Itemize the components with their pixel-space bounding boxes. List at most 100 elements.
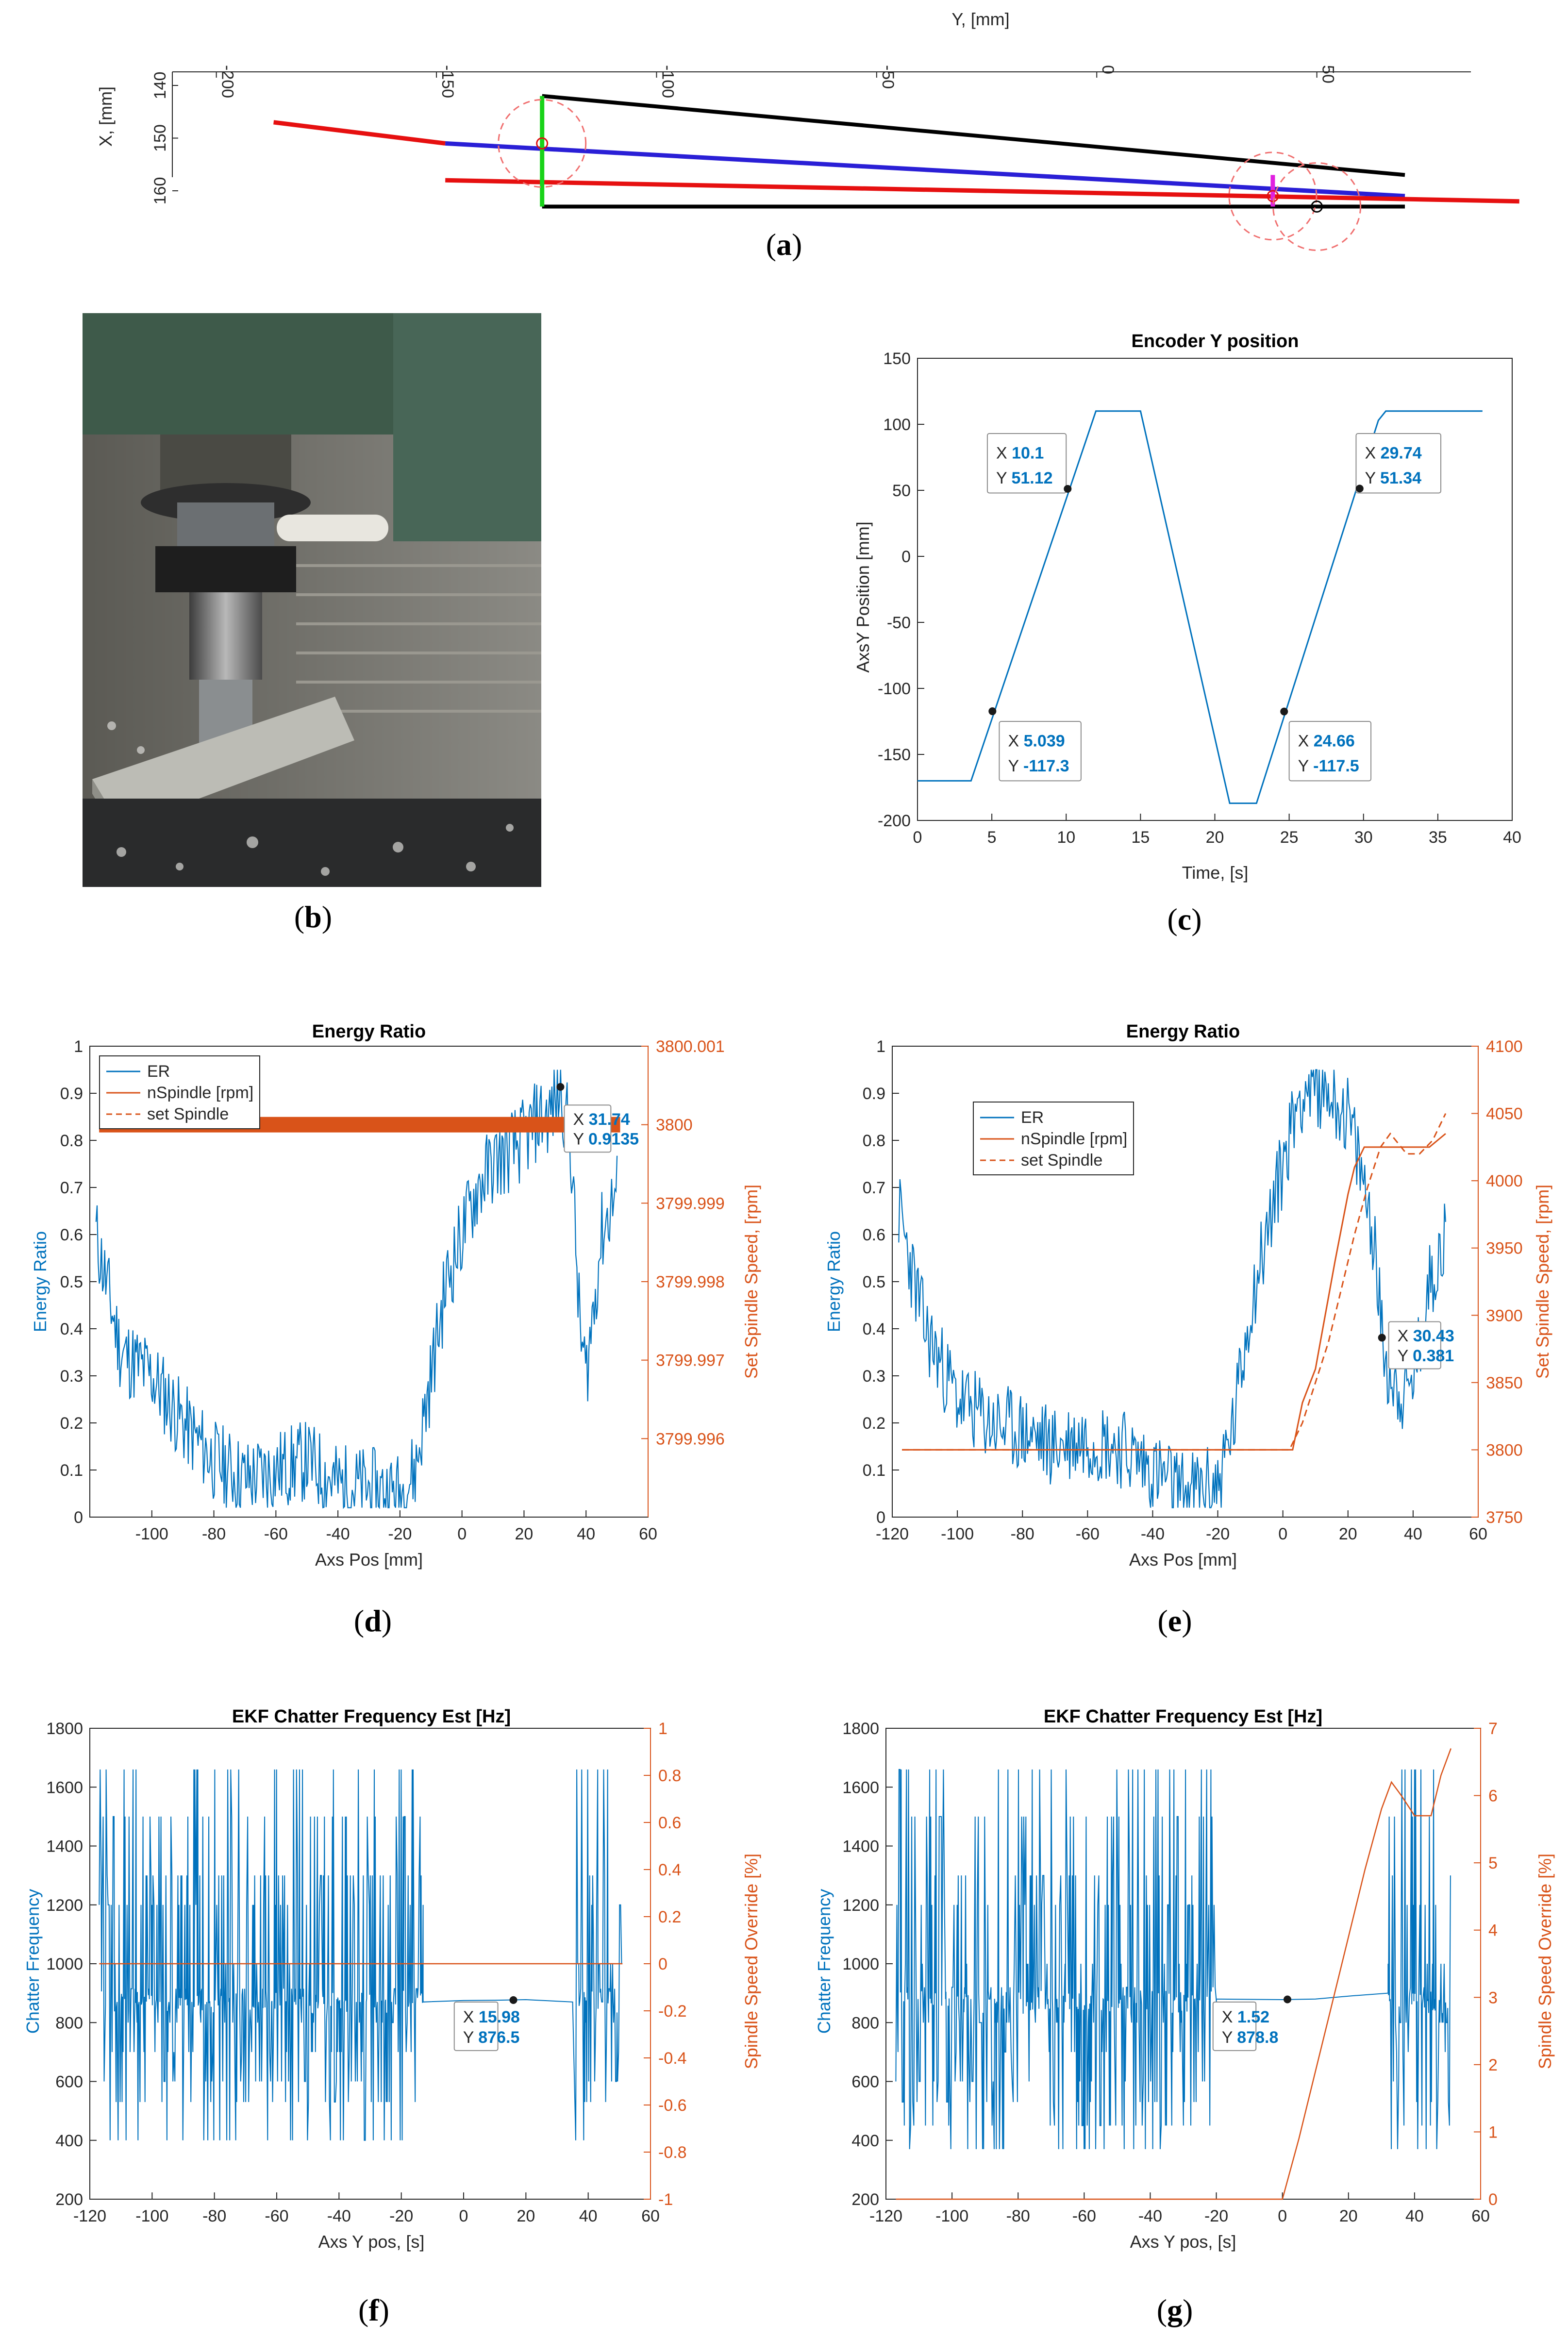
panel-d-legend-label: nSpindle [rpm] [147,1084,253,1102]
panel-c-chart: Encoder Y position 0 5 10 15 20 25 30 35 40 -200 -… [853,331,1521,936]
panel-d-y-tick-label: 0.3 [60,1367,83,1386]
panel-c-datatip-marker [988,707,997,716]
caption-g: (g) [1157,2293,1193,2327]
panel-g-x-tick-label: -20 [1204,2207,1228,2225]
panel-d-er-line [95,1069,618,1509]
panel-f-x-axis-label: Axs Y pos, [s] [318,2232,425,2252]
panel-e-spindle-actual-line [902,1133,1446,1451]
panel-c-datatip-y: Y -117.5 [1298,757,1359,775]
panel-c-x-tick-label: 35 [1429,828,1447,847]
panel-d-right-axis-label: Set Spindle Speed, [rpm] [741,1185,761,1379]
panel-c-x-tick-label: 25 [1280,828,1299,847]
panel-e-right-axis-label: Set Spindle Speed, [rpm] [1533,1185,1552,1379]
panel-g-y-tick-label: 1600 [842,1778,879,1797]
panel-d-x-tick-label: 40 [577,1525,595,1543]
panel-f-x-tick-label: -100 [135,2207,168,2225]
panel-e-x-tick-label: 0 [1278,1525,1287,1543]
panel-c-datatip-x: X 29.74 [1365,444,1421,462]
panel-f-y-tick-label: 200 [55,2190,83,2209]
panel-f-chart: EKF Chatter Frequency Est [Hz] -120 -100-… [23,1706,761,2327]
panel-d-y-tick-label: 1 [74,1037,83,1056]
caption-d: (d) [354,1604,392,1638]
caption-b-wrapper: (b) [294,900,332,934]
panel-e-datatip-box [1388,1321,1441,1370]
panel-e-y-tick-label: 1 [876,1037,885,1056]
panel-c-datatip-marker [1280,707,1288,716]
panel-e-x-tick-label: 60 [1469,1525,1487,1543]
panel-f-x-tick-label: -40 [327,2207,351,2225]
panel-e-right-tick-label: 3800 [1486,1441,1523,1459]
panel-g-x-tick-label: 0 [1278,2207,1287,2225]
panel-g-right-tick-label: 5 [1488,1854,1498,1872]
panel-f-axes: -120 -100 -80 -60 -40 -20 0 20 40 60 200 400 600 800 1… [46,1720,686,2225]
panel-d-right-tick-label: 3800 [656,1116,693,1135]
panel-g-plot [895,1748,1451,2200]
panel-e-y-axis-label: Energy Ratio [824,1231,844,1332]
panel-e-legend-label: ER [1021,1108,1044,1127]
panel-c-datatip-y: Y 51.34 [1365,469,1421,487]
panel-a-x-tick-label: -50 [879,65,897,89]
panel-e-datatip-marker [1378,1334,1386,1342]
panel-e-y-tick-label: 0.8 [863,1132,885,1150]
panel-c-y-tick-label: -150 [878,746,911,764]
panel-a-triangle-top [542,94,1405,177]
panel-d-axes: -100 -80 -60 -40 -20 0 20 40 60 0 0.1 0.2 0.3 0.4 0.5 0… [60,1037,725,1543]
panel-d-datatip-x: X 31.74 [573,1110,630,1129]
panel-c-y-axis-label: AxsY Position [mm] [853,521,873,672]
panel-c-datatip-y: Y 51.12 [996,469,1053,487]
caption-e: (e) [1157,1604,1192,1638]
panel-c-x-tick-label: 15 [1131,828,1150,847]
panel-c-y-tick-label: 50 [892,482,911,500]
panel-d-right-tick-label: 3799.996 [656,1430,725,1448]
panel-f-x-tick-label: 20 [517,2207,535,2225]
panel-e-axes: -120 -100 -80 -60 -40 -20 0 20 40 60 0 0.1 0.2 0.3 0.4… [863,1037,1523,1543]
panel-c-datatip-marker [1355,485,1364,493]
panel-c-datatip-box [999,721,1082,782]
panel-c-y-tick-label: 100 [883,416,911,434]
panel-d-right-tick-label: 3799.997 [656,1352,725,1370]
panel-g-right-tick-label: 4 [1488,1921,1498,1940]
panel-d-right-tick-label: 3799.999 [656,1194,725,1213]
panel-d-legend: ER nSpindle [rpm] set Spindle [99,1055,260,1129]
panel-f-y-tick-label: 1000 [46,1955,83,1973]
panel-d-x-tick-label: -60 [264,1525,288,1543]
panel-c-x-tick-label: 5 [987,828,997,847]
panel-f-right-axis-label: Spindle Speed Override [%] [741,1854,761,2069]
panel-c-plot [917,410,1483,804]
panel-c-x-axis-label: Time, [s] [1182,863,1249,883]
panel-f-datatip-y: Y 876.5 [463,2028,520,2047]
panel-f-right-tick-label: 0.2 [658,1908,681,1926]
panel-c-datatip-y: Y -117.3 [1008,757,1069,775]
panel-e-right-tick-label: 3850 [1486,1374,1523,1392]
panel-f-right-tick-label: -0.6 [658,2096,687,2115]
panel-a-x-tick-label: -100 [658,65,677,98]
panel-d-x-tick-label: 60 [639,1525,657,1543]
panel-f-x-tick-label: -80 [202,2207,226,2225]
panel-a-x-tick-label: 50 [1319,65,1337,84]
panel-g-datatip-box [1212,2001,1257,2051]
panel-f-right-tick-label: -0.4 [658,2049,687,2068]
panel-f-x-tick-label: -20 [389,2207,413,2225]
panel-c-y-tick-label: -200 [878,812,911,830]
panel-a-x-tick-label: -150 [438,65,457,98]
panel-c-axes: 0 5 10 15 20 25 30 35 40 -200 -150 -100 -50 0 50 100 150 [878,350,1521,847]
panel-g-override-line [896,1748,1451,2200]
panel-d-datatip-y: Y 0.9135 [573,1130,639,1149]
panel-f-right-tick-label: 0.4 [658,1861,681,1879]
panel-f-y-axis-label: Chatter Frequency [23,1889,43,2034]
panel-a-x-axis-label: Y, [mm] [951,9,1009,29]
panel-e-legend-label: set Spindle [1021,1151,1102,1170]
panel-d-chart: Energy Ratio -100 -80 -60 -40 -20 0 20 40 60 0 0.1… [30,1021,761,1638]
panel-c-y-tick-label: -50 [887,614,911,632]
panel-g-chatter-line [895,1769,1451,2149]
panel-f-y-tick-label: 1800 [46,1720,83,1738]
panel-d-x-tick-label: -20 [388,1525,412,1543]
panel-c-encoder-line [917,410,1483,804]
panel-d-legend-label: set Spindle [147,1105,229,1123]
panel-f-chatter-line [99,1769,622,2141]
panel-c-x-tick-label: 0 [913,828,922,847]
panel-g-x-tick-label: 60 [1471,2207,1490,2225]
panel-g-x-tick-label: 40 [1405,2207,1424,2225]
panel-g-right-tick-label: 0 [1488,2190,1498,2209]
panel-f-right-tick-label: 1 [658,1720,667,1738]
